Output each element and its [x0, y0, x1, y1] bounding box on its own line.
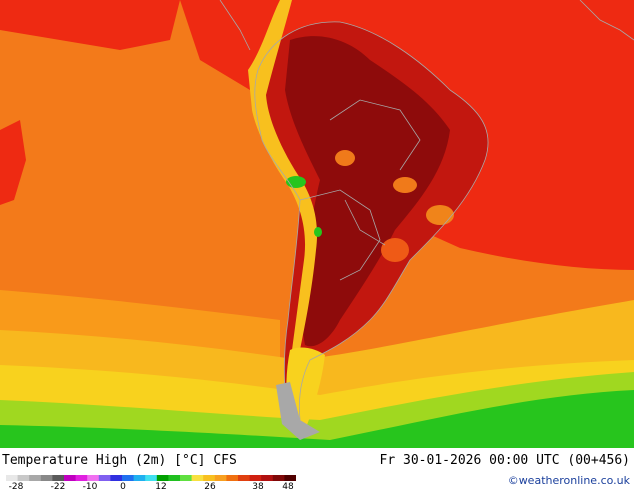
temperature-map	[0, 0, 634, 448]
country-borders	[219, 0, 634, 426]
scale-tick-label: 26	[204, 482, 216, 492]
scale-swatch	[64, 475, 77, 481]
scale-swatch	[249, 475, 262, 481]
hot-ocean-north	[0, 0, 180, 50]
scale-swatch	[191, 475, 204, 481]
scale-swatch	[52, 475, 65, 481]
scale-tick-label: -28	[8, 482, 24, 492]
color-scale	[6, 475, 296, 481]
scale-swatch	[238, 475, 251, 481]
scale-swatch	[145, 475, 158, 481]
cold-land-tip	[276, 382, 320, 440]
scale-swatch	[29, 475, 42, 481]
scale-tick-label: 38	[252, 482, 264, 492]
scale-swatch	[272, 475, 285, 481]
scale-tick-label: -22	[50, 482, 66, 492]
scale-swatch	[98, 475, 111, 481]
credit-link[interactable]: ©weatheronline.co.uk	[507, 474, 630, 487]
very-hot-interior	[285, 36, 450, 347]
scale-swatch	[168, 475, 181, 481]
warm-patch	[335, 150, 355, 166]
valid-time: Fr 30-01-2026 00:00 UTC (00+456)	[379, 453, 630, 468]
andes-ridge	[248, 0, 318, 350]
scale-tick-label: 12	[155, 482, 167, 492]
scale-swatch	[180, 475, 193, 481]
scale-swatch	[156, 475, 169, 481]
scale-swatch	[226, 475, 239, 481]
scale-swatch	[284, 475, 296, 481]
scale-swatch	[261, 475, 274, 481]
scale-swatch	[75, 475, 88, 481]
warm-patch	[426, 205, 454, 225]
band-green	[0, 390, 634, 448]
scale-tick-label: 48	[282, 482, 294, 492]
scale-swatch	[133, 475, 146, 481]
scale-tick-label: 0	[120, 482, 126, 492]
scale-swatch	[110, 475, 123, 481]
scale-swatch	[214, 475, 227, 481]
hot-spot-west	[0, 120, 26, 205]
cold-spot-andes	[314, 227, 322, 237]
scale-swatch	[87, 475, 100, 481]
map-title: Temperature High (2m) [°C] CFS	[2, 453, 237, 468]
warm-patch	[393, 177, 417, 193]
scale-swatch	[122, 475, 135, 481]
scale-swatch	[40, 475, 53, 481]
scale-swatch	[17, 475, 30, 481]
footer-bar	[0, 448, 634, 490]
scale-swatch	[6, 475, 19, 481]
scale-tick-label: -10	[82, 482, 98, 492]
warm-patch	[381, 238, 409, 262]
scale-swatch	[203, 475, 216, 481]
